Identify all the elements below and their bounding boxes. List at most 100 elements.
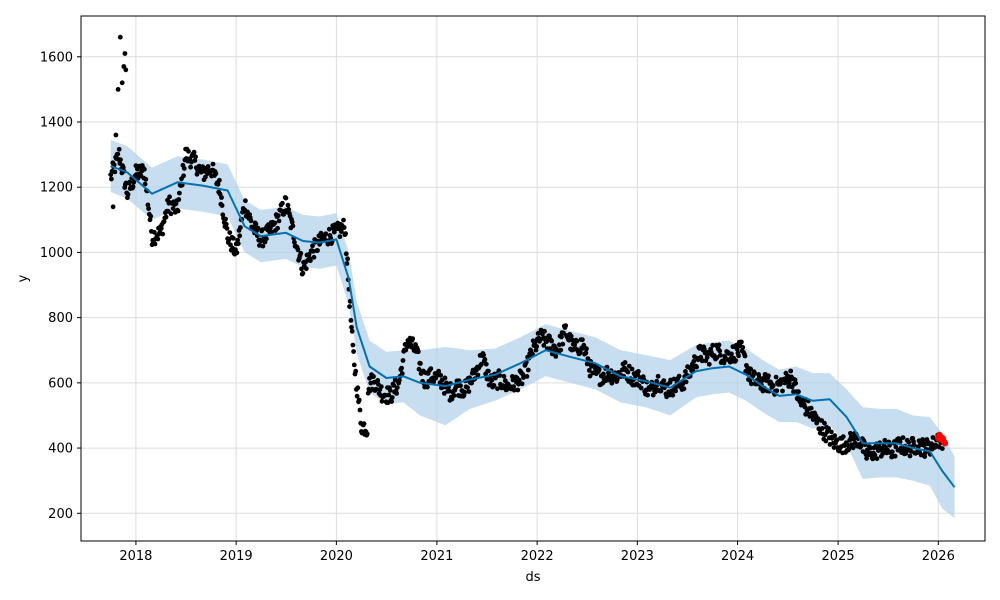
observed-point (300, 270, 306, 276)
observed-point (289, 219, 295, 225)
observed-point (253, 221, 259, 227)
x-tick-label: 2022 (521, 549, 554, 564)
observed-point (415, 349, 421, 355)
observed-point (530, 351, 535, 357)
observed-point (394, 391, 399, 396)
observed-point (822, 420, 827, 426)
observed-point (495, 386, 500, 392)
observed-point (237, 233, 243, 239)
observed-point (534, 344, 540, 349)
observed-point (777, 381, 783, 387)
observed-point (186, 148, 191, 154)
observed-point (465, 385, 470, 390)
observed-point (410, 336, 416, 342)
observed-point (756, 375, 762, 380)
observed-point (438, 372, 444, 378)
observed-point (130, 184, 136, 190)
observed-point (586, 368, 592, 373)
y-tick-label: 600 (48, 376, 73, 391)
observed-point (350, 342, 356, 348)
observed-point (303, 266, 309, 272)
observed-point (848, 430, 853, 436)
observed-point (116, 146, 122, 152)
observed-point (286, 207, 292, 212)
observed-point (315, 248, 320, 253)
observed-point (845, 442, 850, 448)
observed-point (351, 349, 356, 354)
observed-point (357, 407, 363, 413)
observed-point (364, 431, 370, 437)
plot-area-frame (80, 15, 986, 542)
observed-point (568, 333, 574, 339)
observed-point (188, 164, 194, 170)
observed-point (489, 377, 495, 383)
observed-point (192, 158, 198, 164)
observed-point (535, 331, 541, 336)
forecast-yhat-line (110, 165, 956, 488)
observed-point (466, 389, 472, 394)
observed-point (774, 388, 780, 394)
observed-point (224, 226, 230, 231)
observed-point (353, 368, 359, 374)
y-tick-label: 200 (48, 507, 73, 522)
observed-point (734, 346, 740, 352)
observed-point (511, 387, 517, 393)
observed-point (125, 192, 131, 197)
observed-point (354, 393, 360, 399)
observed-point (673, 388, 678, 394)
observed-point (142, 166, 147, 172)
observed-point (629, 366, 635, 372)
observed-point (280, 200, 285, 206)
observed-point (375, 378, 381, 383)
observed-point (400, 358, 406, 363)
observed-point (558, 347, 564, 353)
observed-point (793, 380, 799, 386)
observed-point (486, 368, 491, 374)
observed-point (773, 374, 779, 380)
observed-point (347, 304, 352, 309)
y-tick-label: 1200 (40, 181, 73, 196)
observed-point (880, 451, 886, 457)
observed-point (386, 392, 392, 398)
observed-point (143, 176, 149, 182)
observed-point (356, 397, 362, 403)
forecast-line (110, 165, 956, 488)
observed-point (770, 383, 776, 388)
observed-point (570, 337, 575, 343)
observed-point (269, 229, 275, 235)
observed-point (151, 229, 157, 235)
observed-point (117, 34, 123, 40)
observed-point (323, 231, 329, 237)
observed-point (109, 176, 114, 182)
observed-point (343, 231, 348, 237)
observed-point (306, 251, 312, 257)
observed-point (326, 226, 332, 232)
observed-point (341, 225, 347, 230)
observed-point (343, 251, 349, 257)
observed-point (260, 243, 266, 249)
observed-point (389, 399, 394, 404)
x-tick-label: 2020 (320, 549, 353, 564)
observed-point (337, 234, 343, 240)
observed-point (658, 388, 664, 394)
observed-point (397, 377, 402, 383)
observed-point (160, 231, 166, 237)
observed-point (930, 435, 936, 440)
observed-point (181, 166, 187, 171)
y-tick-label: 1400 (40, 115, 73, 130)
observed-point (230, 235, 236, 241)
observed-point (819, 426, 825, 431)
observed-point (897, 439, 903, 445)
y-axis-ticks: 200 400 600 800 1000 1200 1400 1600 (40, 50, 81, 522)
observed-point (425, 384, 430, 390)
observed-point (215, 181, 221, 187)
observed-point (748, 366, 753, 372)
observed-point (235, 241, 241, 247)
observed-point (714, 355, 720, 360)
x-tick-label: 2018 (119, 549, 152, 564)
observed-point (158, 226, 164, 231)
observed-point (482, 357, 488, 362)
observed-point (752, 370, 757, 376)
observed-point (344, 261, 350, 266)
